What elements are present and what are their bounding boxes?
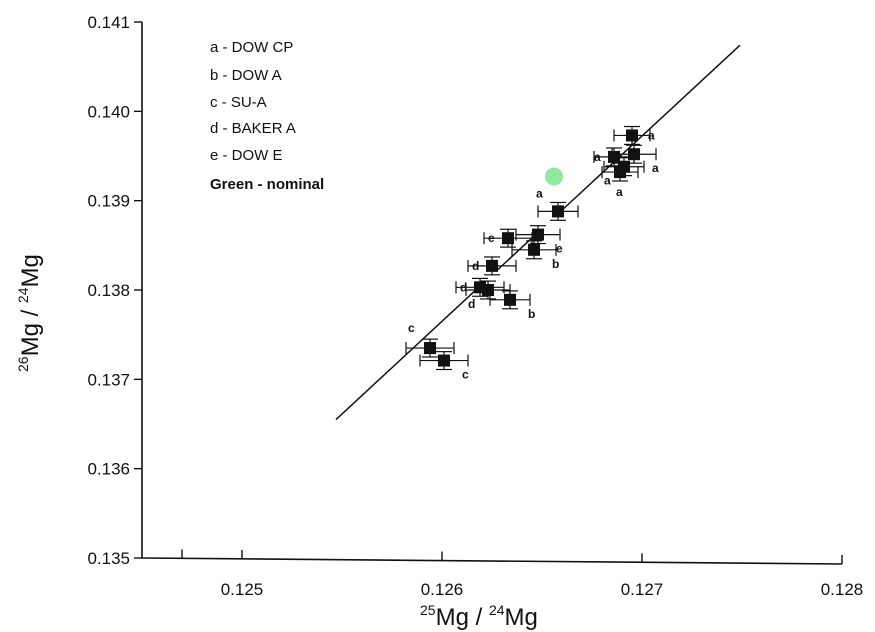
data-point-label: c: [462, 368, 469, 382]
data-point-marker: [626, 129, 638, 142]
data-point-label: e: [488, 231, 495, 245]
legend-note: Green - nominal: [210, 176, 324, 193]
x-axis-title: 25Mg / 24Mg: [420, 602, 538, 631]
data-point-marker: [532, 228, 544, 241]
x-tick-label: 0.128: [821, 580, 864, 599]
y-tick-label: 0.137: [87, 370, 130, 389]
legend-entry-d: d - BAKER A: [210, 120, 296, 137]
data-point-marker: [552, 205, 564, 218]
data-point-marker: [424, 342, 436, 355]
data-point-marker: [504, 293, 516, 306]
data-point-label: b: [552, 257, 559, 271]
data-point-marker: [486, 259, 498, 272]
data-point-group: e: [515, 225, 563, 256]
x-axis-ticks: 0.125 0.126 0.127 0.128: [181, 549, 864, 599]
x-axis: [141, 557, 843, 565]
data-point-marker: [614, 166, 626, 179]
data-point-group: d: [465, 280, 511, 311]
data-point-label: a: [648, 128, 655, 142]
x-tick-label: 0.127: [621, 580, 664, 599]
data-point-group: c: [405, 321, 455, 358]
data-point-group: a: [611, 144, 659, 175]
data-point-label: a: [604, 174, 611, 188]
data-point-label: a: [594, 150, 601, 164]
y-tick-label: 0.138: [87, 281, 130, 300]
data-point-marker: [628, 148, 640, 161]
data-point-label: e: [556, 242, 563, 256]
x-tick-label: 0.126: [421, 580, 464, 599]
y-tick-label: 0.136: [87, 460, 130, 479]
y-tick-label: 0.139: [87, 192, 130, 211]
data-point-label: d: [460, 280, 467, 294]
legend-entry-e: e - DOW E: [210, 147, 283, 164]
data-point-marker: [438, 354, 450, 367]
data-point-label: d: [468, 297, 475, 311]
y-tick-label: 0.140: [87, 102, 130, 121]
data-point-marker: [482, 284, 494, 296]
data-point-group: a: [601, 162, 639, 199]
data-point-group: d: [467, 256, 517, 276]
legend-entry-c: c - SU-A: [210, 94, 267, 111]
data-point-label: a: [616, 185, 623, 199]
data-point-group: c: [419, 351, 469, 382]
data-point-group: a: [536, 186, 579, 221]
y-tick-label: 0.135: [87, 549, 130, 568]
legend: a - DOW CP b - DOW A c - SU-A d - BAKER …: [210, 39, 324, 193]
nominal-point: [545, 167, 563, 186]
data-point-label: b: [528, 307, 535, 321]
data-point-marker: [502, 232, 514, 245]
legend-entry-a: a - DOW CP: [210, 39, 293, 56]
data-point-marker: [528, 243, 540, 256]
data-point-label: d: [472, 259, 479, 273]
y-axis-ticks: 0.135 0.136 0.137 0.138 0.139 0.140 0.141: [87, 13, 142, 568]
data-point-group: b: [511, 240, 559, 271]
legend-entry-b: b - DOW A: [210, 67, 282, 84]
data-point-label: a: [536, 186, 543, 200]
data-point-group: b: [489, 290, 535, 321]
data-point-label: c: [408, 321, 415, 335]
data-point-label: a: [652, 161, 659, 175]
x-tick-label: 0.125: [221, 580, 264, 599]
y-tick-label: 0.141: [87, 13, 130, 32]
y-axis-title: 26Mg / 24Mg: [15, 254, 44, 372]
data-point-group: a: [613, 125, 655, 145]
